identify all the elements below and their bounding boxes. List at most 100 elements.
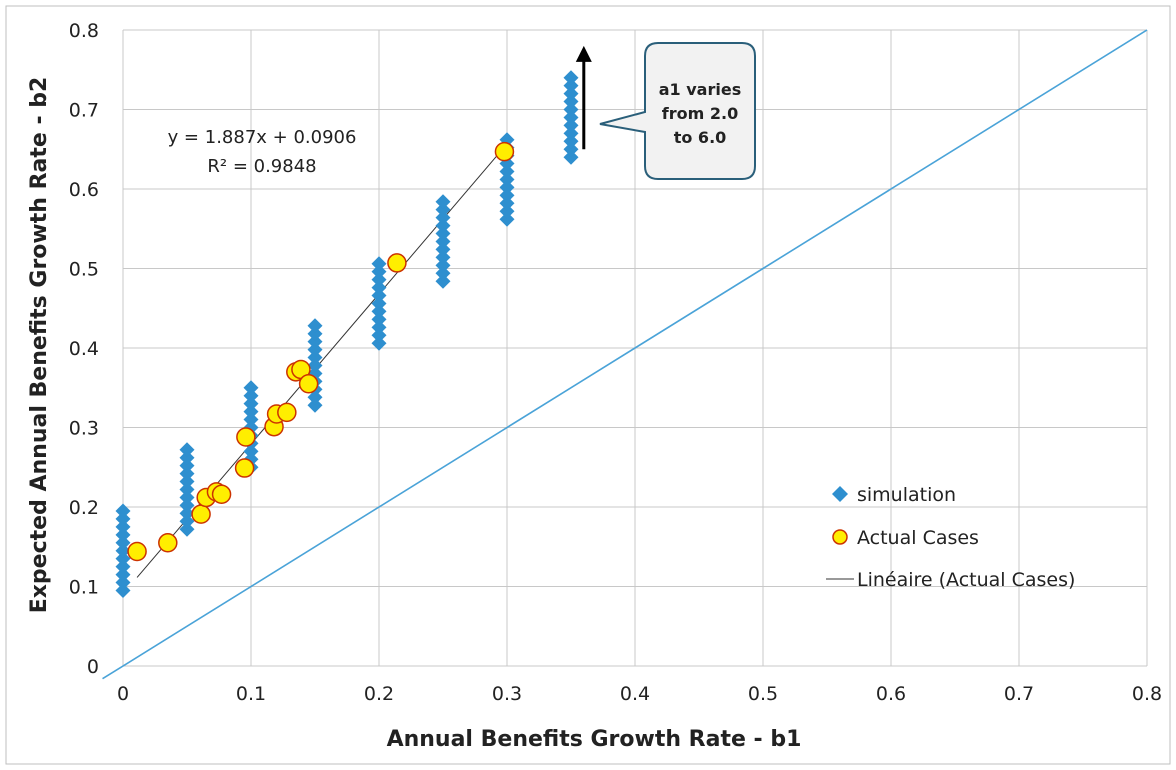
simulation-point-7-9 xyxy=(563,78,579,94)
y-tick-label-1: 0.1 xyxy=(69,577,99,599)
y-tick-label-5: 0.5 xyxy=(69,259,99,281)
simulation-point-6-4 xyxy=(499,179,515,195)
diagonal-layer xyxy=(102,29,1148,680)
legend: simulation Actual Cases Linéaire (Actual… xyxy=(826,484,1075,591)
arrow-annotation xyxy=(575,45,592,150)
x-tick-label-4: 0.4 xyxy=(620,683,650,705)
simulation-point-7-1 xyxy=(563,141,579,157)
simulation-point-5-4 xyxy=(435,241,451,257)
arrow-head-icon xyxy=(575,45,592,62)
simulation-point-2-8 xyxy=(243,396,259,412)
x-axis-title: Annual Benefits Growth Rate - b1 xyxy=(387,727,802,752)
simulation-point-1-9 xyxy=(179,450,195,466)
actual-case-point-15 xyxy=(494,141,515,162)
chart-frame xyxy=(5,5,1171,765)
y-tick-label-7: 0.7 xyxy=(69,100,99,122)
simulation-point-4-7 xyxy=(371,280,387,296)
simulation-point-0-10 xyxy=(115,503,131,519)
simulation-point-4-4 xyxy=(371,303,387,319)
y-tick-label-4: 0.4 xyxy=(69,338,99,360)
simulation-point-2-7 xyxy=(243,404,259,420)
actual-case-point-10 xyxy=(277,402,297,423)
actual-case-point-0 xyxy=(127,541,147,562)
actual-case-point-5 xyxy=(211,484,232,505)
simulation-point-0-8 xyxy=(115,519,131,535)
simulation-point-5-6 xyxy=(435,226,451,242)
simulation-point-4-3 xyxy=(371,311,387,327)
simulation-point-7-3 xyxy=(563,125,579,141)
actual-case-point-1 xyxy=(158,533,178,553)
simulation-points xyxy=(115,70,579,598)
simulation-point-7-5 xyxy=(563,109,579,125)
simulation-point-4-8 xyxy=(371,272,387,288)
simulation-point-5-9 xyxy=(435,202,451,218)
simulation-point-5-1 xyxy=(435,265,451,281)
x-tick-label-7: 0.7 xyxy=(1004,683,1034,705)
simulation-point-0-6 xyxy=(115,535,131,551)
callout-box: a1 varies from 2.0 to 6.0 xyxy=(599,42,756,180)
simulation-point-7-4 xyxy=(563,117,579,133)
simulation-point-7-6 xyxy=(563,102,579,117)
simulation-point-5-8 xyxy=(435,210,451,226)
simulation-point-7-7 xyxy=(563,94,579,110)
simulation-point-2-10 xyxy=(243,380,259,396)
simulation-point-2-2 xyxy=(243,443,259,459)
simulation-point-0-4 xyxy=(115,551,131,567)
simulation-point-1-8 xyxy=(179,458,195,474)
simulation-point-3-8 xyxy=(307,334,323,350)
simulation-point-1-0 xyxy=(179,521,195,537)
diagonal-line xyxy=(102,29,1148,680)
simulation-point-1-10 xyxy=(179,442,195,458)
y-tick-label-0: 0 xyxy=(87,656,99,678)
y-tick-label-3: 0.3 xyxy=(69,418,99,440)
simulation-point-7-8 xyxy=(563,86,579,102)
simulation-point-5-10 xyxy=(435,194,451,210)
simulation-point-5-7 xyxy=(435,218,451,234)
simulation-point-0-1 xyxy=(115,575,131,591)
simulation-point-3-0 xyxy=(307,397,323,413)
simulation-point-7-10 xyxy=(563,70,579,86)
simulation-point-6-5 xyxy=(499,171,515,187)
y-tick-label-6: 0.6 xyxy=(69,179,99,201)
actual-case-point-2 xyxy=(191,504,211,524)
x-tick-label-1: 0.1 xyxy=(236,683,266,705)
simulation-point-4-1 xyxy=(371,327,387,343)
simulation-point-3-1 xyxy=(307,389,323,405)
simulation-point-0-3 xyxy=(115,559,131,575)
simulation-point-1-3 xyxy=(179,497,195,513)
x-tick-label-6: 0.6 xyxy=(876,683,906,705)
legend-simulation-label: simulation xyxy=(857,484,956,506)
simulation-point-2-9 xyxy=(243,388,259,404)
simulation-point-4-2 xyxy=(371,319,387,335)
x-tick-label-3: 0.3 xyxy=(492,683,522,705)
y-axis-title: Expected Annual Benefits Growth Rate - b… xyxy=(27,77,52,614)
simulation-point-4-0 xyxy=(371,335,387,351)
simulation-point-6-1 xyxy=(499,203,515,219)
y-tick-label-2: 0.2 xyxy=(69,497,99,519)
simulation-point-3-5 xyxy=(307,357,323,373)
simulation-point-0-2 xyxy=(115,567,131,583)
simulation-point-1-1 xyxy=(179,513,195,529)
simulation-point-2-6 xyxy=(243,412,259,428)
simulation-point-6-2 xyxy=(499,195,515,211)
r-squared-label: R² = 0.9848 xyxy=(207,156,316,177)
simulation-point-5-2 xyxy=(435,257,451,273)
simulation-point-0-5 xyxy=(115,543,131,559)
simulation-point-7-0 xyxy=(563,149,579,165)
simulation-point-0-7 xyxy=(115,527,131,543)
callout-line-3: to 6.0 xyxy=(674,128,727,147)
tick-labels: 0 0.1 0.2 0.3 0.4 0.5 0.6 0.7 0.8 0 0.1 0.2 0.3 0.4 0.… xyxy=(69,20,1162,705)
simulation-point-4-5 xyxy=(371,295,387,311)
simulation-point-1-4 xyxy=(179,489,195,505)
trendline-equation: y = 1.887x + 0.0906 xyxy=(168,127,357,148)
simulation-point-6-0 xyxy=(499,211,515,227)
simulation-point-3-6 xyxy=(307,350,323,366)
y-tick-label-8: 0.8 xyxy=(69,20,99,42)
simulation-point-4-10 xyxy=(371,256,387,272)
simulation-point-1-7 xyxy=(179,466,195,482)
legend-actual-label: Actual Cases xyxy=(857,527,979,549)
x-tick-label-8: 0.8 xyxy=(1132,683,1162,705)
legend-trendline-label: Linéaire (Actual Cases) xyxy=(857,569,1075,591)
